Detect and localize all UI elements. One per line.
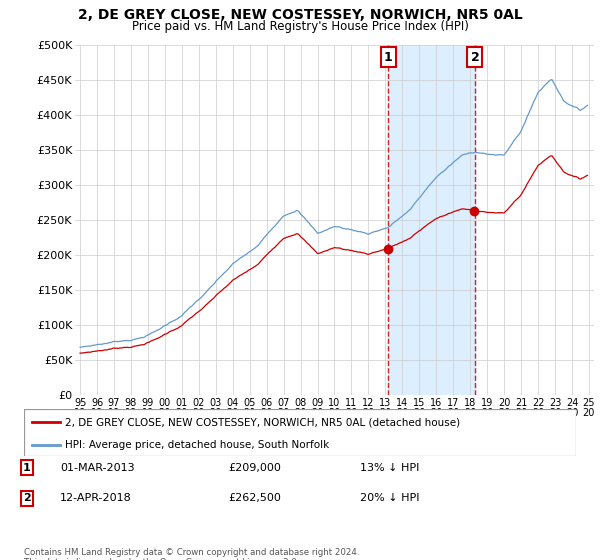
Text: 2: 2 bbox=[23, 493, 31, 503]
Text: 13% ↓ HPI: 13% ↓ HPI bbox=[360, 463, 419, 473]
Text: 20% ↓ HPI: 20% ↓ HPI bbox=[360, 493, 419, 503]
Text: HPI: Average price, detached house, South Norfolk: HPI: Average price, detached house, Sout… bbox=[65, 440, 329, 450]
Bar bbox=[388, 45, 475, 395]
Text: 2: 2 bbox=[470, 50, 479, 63]
Text: Price paid vs. HM Land Registry's House Price Index (HPI): Price paid vs. HM Land Registry's House … bbox=[131, 20, 469, 32]
Text: Contains HM Land Registry data © Crown copyright and database right 2024.
This d: Contains HM Land Registry data © Crown c… bbox=[24, 548, 359, 560]
Text: £209,000: £209,000 bbox=[228, 463, 281, 473]
Text: 1: 1 bbox=[384, 50, 392, 63]
Text: 1: 1 bbox=[23, 463, 31, 473]
Text: 2, DE GREY CLOSE, NEW COSTESSEY, NORWICH, NR5 0AL: 2, DE GREY CLOSE, NEW COSTESSEY, NORWICH… bbox=[77, 8, 523, 22]
Text: £262,500: £262,500 bbox=[228, 493, 281, 503]
Text: 12-APR-2018: 12-APR-2018 bbox=[60, 493, 132, 503]
Text: 01-MAR-2013: 01-MAR-2013 bbox=[60, 463, 134, 473]
Text: 2, DE GREY CLOSE, NEW COSTESSEY, NORWICH, NR5 0AL (detached house): 2, DE GREY CLOSE, NEW COSTESSEY, NORWICH… bbox=[65, 417, 461, 427]
